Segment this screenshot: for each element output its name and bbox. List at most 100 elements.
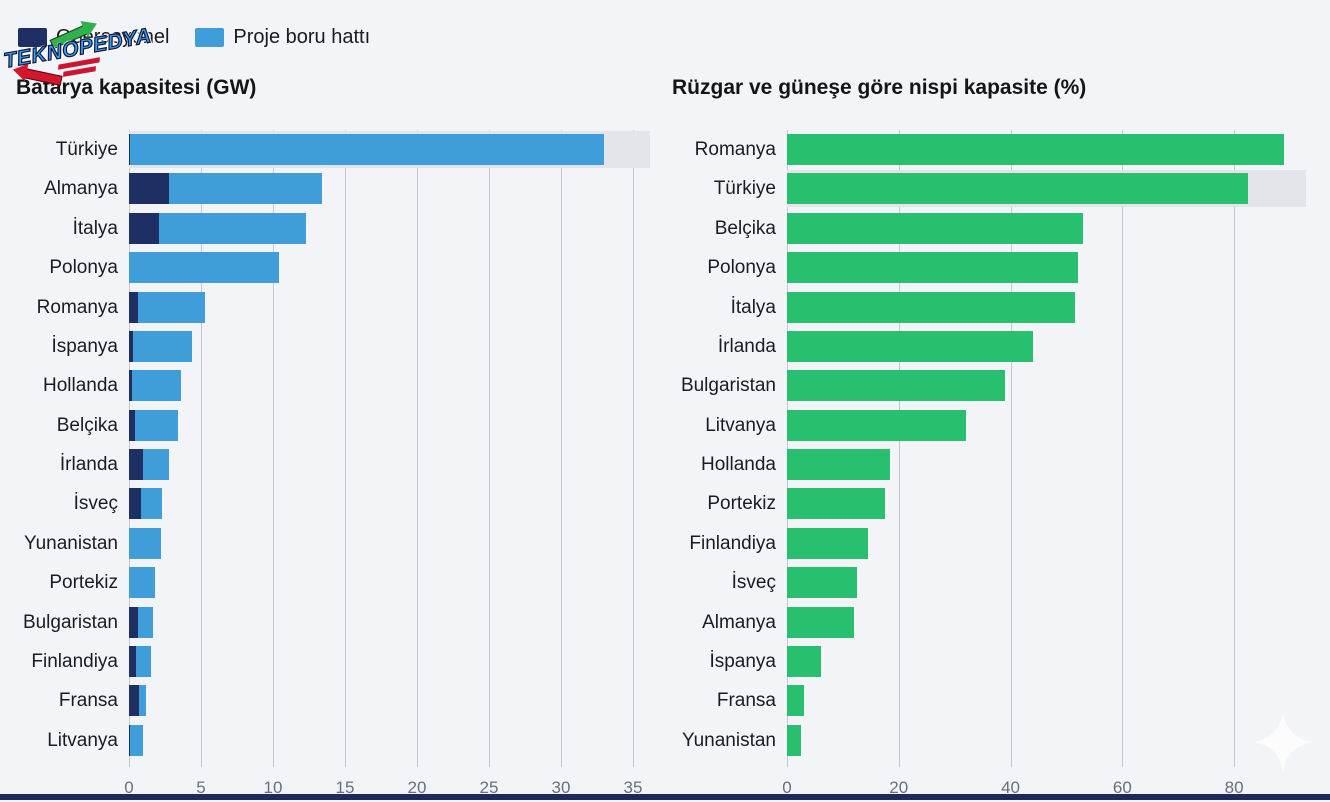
bar-group bbox=[787, 134, 1285, 165]
category-label: Almanya bbox=[702, 611, 776, 633]
nispi-kapasite-bar bbox=[787, 291, 1075, 323]
bar-track bbox=[129, 130, 650, 169]
chart-row: İsveç bbox=[656, 563, 1306, 602]
bar-group bbox=[787, 527, 869, 559]
proje-boru-hatt--bar bbox=[137, 606, 154, 638]
proje-boru-hatt--bar bbox=[140, 488, 163, 520]
bar-group bbox=[129, 291, 206, 323]
category-label: İspanya bbox=[51, 335, 118, 357]
chart-row: Litvanya bbox=[656, 406, 1306, 445]
operasyonel-bar bbox=[129, 449, 144, 480]
bar-group bbox=[787, 724, 801, 756]
axis-tick-label: 0 bbox=[124, 778, 134, 797]
bar-track bbox=[787, 563, 1306, 602]
relative-capacity-chart: Romanya Türkiye Belçika Polonya İtalya İrland… bbox=[656, 130, 1306, 797]
chart-row: Romanya bbox=[656, 130, 1306, 169]
bar-group bbox=[129, 134, 605, 165]
category-label: Finlandiya bbox=[31, 650, 118, 672]
chart-row: İspanya bbox=[0, 327, 650, 366]
bar-group bbox=[787, 252, 1078, 284]
chart-row: Finlandiya bbox=[0, 642, 650, 681]
chart-row: Yunanistan bbox=[0, 524, 650, 563]
bar-group bbox=[129, 724, 144, 756]
axis-tick-label: 15 bbox=[335, 778, 355, 797]
category-label: İtalya bbox=[72, 217, 118, 239]
bar-track bbox=[129, 288, 650, 327]
category-label: İrlanda bbox=[59, 454, 118, 475]
operasyonel-bar bbox=[129, 173, 170, 205]
bar-track bbox=[129, 603, 650, 642]
axis-tick-label: 80 bbox=[1224, 778, 1244, 797]
operasyonel-bar bbox=[129, 330, 134, 362]
nispi-kapasite-bar bbox=[787, 252, 1078, 284]
bar-group bbox=[129, 409, 178, 441]
category-label: Türkiye bbox=[713, 178, 776, 200]
operasyonel-bar bbox=[129, 370, 132, 402]
nispi-kapasite-bar bbox=[787, 134, 1285, 165]
proje-boru-hatt--bar bbox=[130, 724, 144, 756]
category-label: Belçika bbox=[714, 217, 776, 239]
chart-row: İrlanda bbox=[0, 445, 650, 484]
chart-row: Portekiz bbox=[656, 484, 1306, 523]
bar-group bbox=[787, 291, 1075, 323]
proje-boru-hatt--bar bbox=[134, 409, 178, 441]
bar-track bbox=[787, 288, 1306, 327]
bar-track bbox=[129, 248, 650, 287]
bar-group bbox=[129, 527, 161, 559]
axis-tick-label: 10 bbox=[263, 778, 283, 797]
relative-capacity-chart-title: Rüzgar ve güneşe göre nispi kapasite (%) bbox=[672, 76, 1087, 99]
chart-row: İsveç bbox=[0, 484, 650, 523]
axis-tick-label: 5 bbox=[196, 778, 206, 797]
category-label: Romanya bbox=[694, 139, 776, 160]
axis-tick-label: 20 bbox=[889, 778, 909, 797]
nispi-kapasite-bar bbox=[787, 330, 1033, 362]
operasyonel-bar bbox=[129, 134, 131, 165]
category-label: Belçika bbox=[56, 414, 118, 436]
axis-tick-label: 60 bbox=[1112, 778, 1132, 797]
nispi-kapasite-bar bbox=[787, 488, 885, 520]
bar-track bbox=[787, 524, 1306, 563]
proje-boru-hatt--bar bbox=[136, 645, 151, 677]
bar-group bbox=[129, 449, 170, 480]
bar-group bbox=[129, 645, 151, 677]
bar-track bbox=[787, 406, 1306, 445]
legend: Operasyonel Proje boru hattı bbox=[18, 26, 370, 49]
category-label: Bulgaristan bbox=[22, 611, 118, 633]
bar-track bbox=[787, 445, 1306, 484]
operasyonel-bar bbox=[129, 291, 138, 323]
axis-tick-label: 20 bbox=[407, 778, 427, 797]
axis-tick-label: 0 bbox=[782, 778, 792, 797]
legend-label-operational: Operasyonel bbox=[56, 26, 170, 48]
bar-track bbox=[787, 603, 1306, 642]
axis-tick-label: 40 bbox=[1001, 778, 1021, 797]
operasyonel-bar bbox=[129, 685, 140, 717]
chart-row: İtalya bbox=[656, 288, 1306, 327]
sparkle-icon bbox=[1253, 712, 1313, 772]
category-label: Almanya bbox=[44, 178, 118, 200]
bar-group bbox=[787, 606, 855, 638]
bar-track bbox=[787, 130, 1306, 169]
category-label: Fransa bbox=[58, 690, 118, 712]
proje-boru-hatt--bar bbox=[129, 527, 161, 559]
chart-row: İtalya bbox=[0, 209, 650, 248]
chart-row: Finlandiya bbox=[656, 524, 1306, 563]
category-label: İrlanda bbox=[717, 335, 776, 357]
bar-track bbox=[129, 169, 650, 208]
category-label: İspanya bbox=[709, 650, 776, 672]
category-label: Hollanda bbox=[43, 375, 118, 397]
operasyonel-bar bbox=[129, 488, 141, 520]
nispi-kapasite-bar bbox=[787, 567, 857, 599]
chart-row: İspanya bbox=[656, 642, 1306, 681]
nispi-kapasite-bar bbox=[787, 645, 821, 677]
axis-tick-label: 25 bbox=[479, 778, 499, 797]
proje-boru-hatt--bar bbox=[131, 370, 181, 402]
bar-track bbox=[787, 484, 1306, 523]
nispi-kapasite-bar bbox=[787, 173, 1249, 205]
nispi-kapasite-bar bbox=[787, 409, 966, 441]
bar-group bbox=[787, 488, 885, 520]
bar-track bbox=[787, 721, 1306, 760]
chart-row: Polonya bbox=[0, 248, 650, 287]
bar-group bbox=[787, 645, 821, 677]
bar-track bbox=[129, 721, 650, 760]
nispi-kapasite-bar bbox=[787, 606, 855, 638]
